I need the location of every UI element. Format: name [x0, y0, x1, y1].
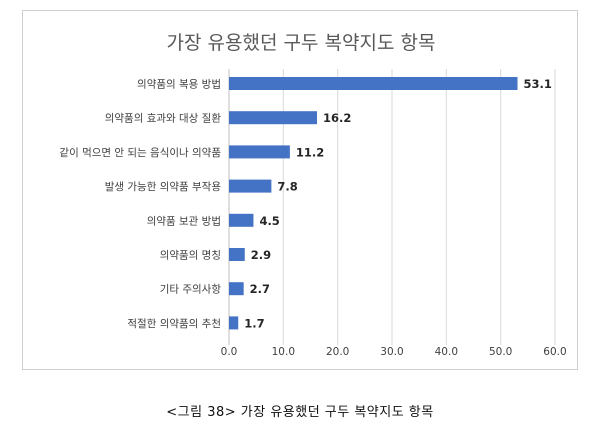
bar: [229, 316, 239, 330]
category-label: 의약품의 효과와 대상 질환: [105, 113, 222, 125]
grid-lines: [228, 69, 556, 345]
data-label: 1.7: [244, 316, 264, 330]
x-tick-label: 20.0: [326, 346, 349, 358]
data-label: 53.1: [524, 77, 552, 91]
bars: [229, 77, 518, 330]
x-tick-label: 60.0: [543, 346, 566, 358]
bar: [229, 145, 290, 159]
figure-caption: <그림 38> 가장 유용했던 구두 복약지도 항목: [166, 405, 434, 420]
x-axis-ticks: 0.0 10.0 20.0 30.0 40.0 50.0 60.0: [221, 346, 567, 358]
bar: [229, 248, 245, 261]
bar: [229, 179, 272, 193]
data-label: 4.5: [259, 214, 279, 228]
value-labels: 53.1 16.2 11.2 7.8 4.5 2.9 2.7 1.7: [244, 77, 552, 330]
bar: [229, 111, 318, 125]
x-tick-label: 50.0: [489, 346, 512, 358]
x-tick-label: 40.0: [435, 346, 458, 358]
bar: [229, 282, 244, 296]
x-tick-label: 30.0: [380, 346, 403, 358]
data-label: 2.7: [250, 282, 270, 296]
category-label: 발생 가능한 의약품 부작용: [105, 181, 222, 193]
chart-title: 가장 유용했던 구두 복약지도 항목: [167, 32, 436, 54]
x-tick-label: 0.0: [221, 346, 238, 358]
data-label: 2.9: [251, 248, 271, 262]
x-tick-label: 10.0: [272, 346, 295, 358]
bar: [229, 213, 254, 227]
category-label: 의약품 보관 방법: [147, 215, 221, 227]
data-label: 16.2: [323, 111, 351, 125]
category-label: 의약품의 복용 방법: [137, 79, 221, 91]
data-label: 7.8: [277, 180, 297, 194]
category-label: 같이 먹으면 안 되는 음식이나 의약품: [59, 147, 221, 159]
category-label: 의약품의 명칭: [160, 250, 221, 262]
data-label: 11.2: [296, 145, 324, 159]
category-label: 적절한 의약품의 추천: [127, 317, 221, 330]
bar: [229, 77, 518, 90]
category-label: 기타 주의사항: [160, 284, 222, 296]
